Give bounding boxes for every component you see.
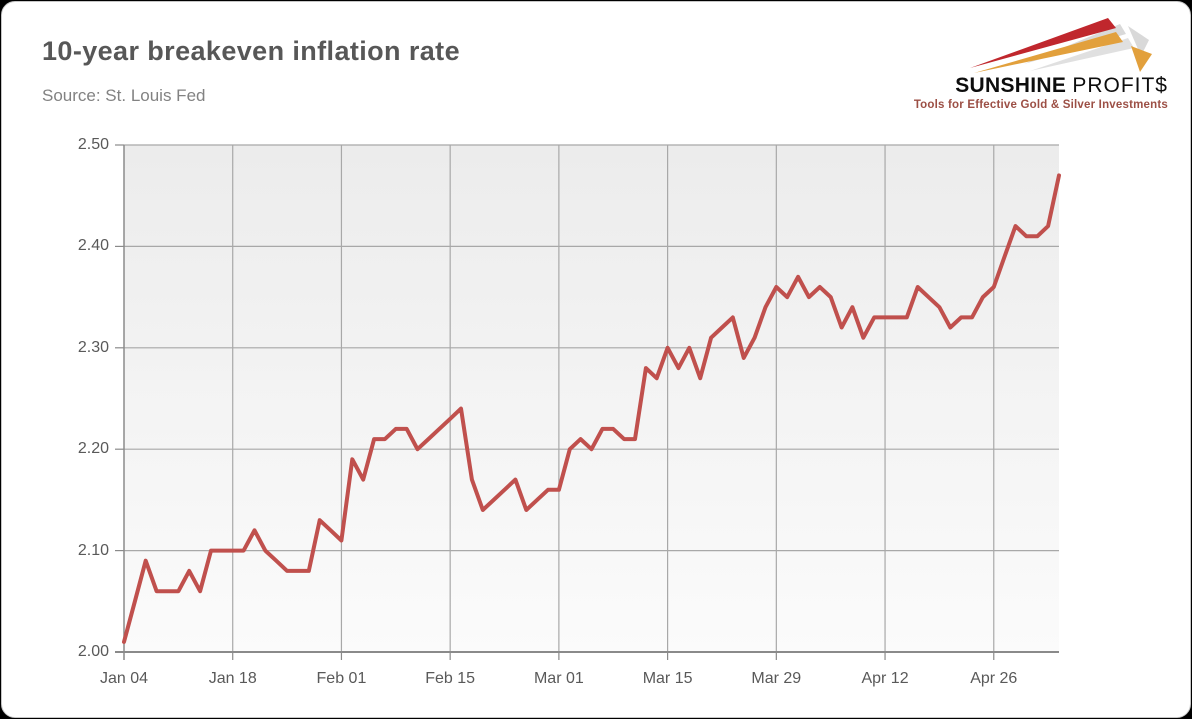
- logo-brand-bold: SUNSHINE: [955, 74, 1067, 97]
- sunshine-profits-logo: SUNSHINE PROFIT$ Tools for Effective Gol…: [914, 12, 1170, 116]
- logo-gray-flag: [1128, 26, 1149, 56]
- logo-brand-text: SUNSHINE PROFIT$: [955, 74, 1168, 98]
- x-tick-label: Mar 01: [533, 670, 584, 687]
- y-tick-label: 2.40: [77, 237, 109, 255]
- x-tick-label: Jan 04: [99, 670, 149, 687]
- x-tick-label: Mar 29: [751, 670, 802, 687]
- data-line-breakeven-rate: [122, 173, 1061, 644]
- x-tick-label: Mar 15: [642, 670, 693, 687]
- y-tick-label: 2.10: [77, 541, 109, 559]
- logo-gold-ray: [974, 32, 1123, 73]
- source-caption: Source: St. Louis Fed: [42, 86, 206, 105]
- logo-gold-flag: [1131, 46, 1152, 72]
- logo-swoosh-icon: [970, 18, 1152, 73]
- x-tick-label: Feb 01: [316, 670, 367, 687]
- logo-brand-light: PROFIT$: [1072, 74, 1168, 97]
- y-tick-label: 2.30: [77, 338, 109, 356]
- x-tick-label: Apr 26: [970, 670, 1018, 687]
- logo-gray-ray-2: [1030, 38, 1134, 71]
- logo-tagline: Tools for Effective Gold & Silver Invest…: [913, 99, 1168, 111]
- y-tick-label: 2.00: [77, 643, 109, 660]
- y-tick-label: 2.20: [77, 440, 109, 458]
- x-tick-label: Apr 12: [861, 670, 909, 687]
- logo-red-ray: [970, 18, 1116, 68]
- x-tick-label: Feb 15: [425, 670, 476, 687]
- y-tick-label: 2.50: [77, 136, 109, 153]
- page-title: 10-year breakeven inflation rate: [42, 36, 460, 66]
- x-tick-label: Jan 18: [208, 670, 257, 687]
- plot-background: [124, 145, 1059, 652]
